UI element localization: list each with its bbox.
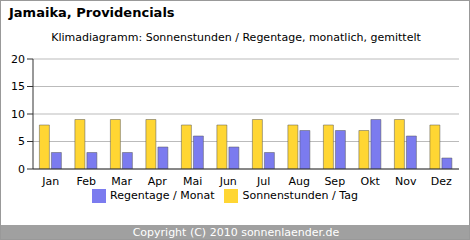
svg-text:Jun: Jun bbox=[219, 175, 237, 188]
html-text:Copyright (C) 2010 sonnenlaend: Copyright (C) 2010 sonnenlaender.de bbox=[132, 226, 340, 239]
svg-text:Nov: Nov bbox=[395, 175, 417, 188]
svg-text:Jan: Jan bbox=[41, 175, 59, 188]
svg-text:Okt: Okt bbox=[361, 175, 381, 188]
svg-text:Aug: Aug bbox=[289, 175, 310, 188]
svg-text:15: 15 bbox=[11, 80, 25, 93]
svg-text:5: 5 bbox=[18, 135, 25, 148]
html-text:Jamaika, Providencials: Jamaika, Providencials bbox=[9, 5, 175, 20]
svg-text:Dez: Dez bbox=[431, 175, 452, 188]
svg-text:20: 20 bbox=[11, 53, 25, 66]
svg-text:Jul: Jul bbox=[256, 175, 270, 188]
svg-text:Mai: Mai bbox=[183, 175, 202, 188]
svg-text:Mar: Mar bbox=[111, 175, 132, 188]
svg-text:0: 0 bbox=[18, 163, 25, 176]
svg-text:Feb: Feb bbox=[77, 175, 96, 188]
html-text:Sonnenstunden / Tag: Sonnenstunden / Tag bbox=[242, 189, 358, 202]
svg-text:10: 10 bbox=[11, 108, 25, 121]
svg-text:Apr: Apr bbox=[148, 175, 168, 188]
html-text:Regentage / Monat: Regentage / Monat bbox=[110, 189, 215, 202]
svg-text:Sep: Sep bbox=[324, 175, 345, 188]
html-text:Klimadiagramm: Sonnenstunden /: Klimadiagramm: Sonnenstunden / Regentage… bbox=[51, 31, 421, 44]
